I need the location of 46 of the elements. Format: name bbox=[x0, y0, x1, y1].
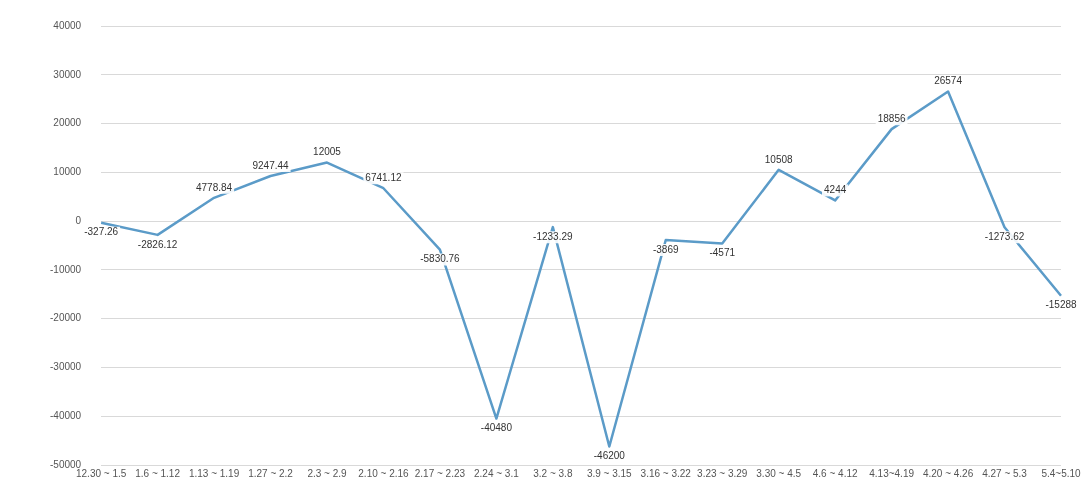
y-tick-label: 0 bbox=[75, 214, 82, 226]
data-label: 4778.84 bbox=[195, 181, 233, 193]
x-tick-label: 3.16 ~ 3.22 bbox=[640, 467, 692, 479]
y-tick-label: 20000 bbox=[53, 117, 82, 129]
data-label: 10508 bbox=[764, 153, 794, 165]
x-tick-label: 4.27 ~ 5.3 bbox=[982, 467, 1028, 479]
x-tick-label: 3.2 ~ 3.8 bbox=[533, 467, 573, 479]
data-label: -1233.29 bbox=[533, 230, 574, 242]
x-tick-label: 2.24 ~ 3.1 bbox=[473, 467, 520, 479]
data-label: -327.26 bbox=[84, 226, 119, 238]
data-label: -46200 bbox=[593, 450, 626, 462]
data-label: -3869 bbox=[652, 243, 679, 255]
x-tick-label: 1.27 ~ 2.2 bbox=[248, 467, 294, 479]
data-label: 9247.44 bbox=[252, 159, 290, 171]
x-tick-label: 4.20 ~ 4.26 bbox=[922, 467, 974, 479]
y-tick-label: -40000 bbox=[50, 409, 82, 421]
data-label: 4244 bbox=[824, 184, 847, 196]
x-tick-label: 2.3 ~ 2.9 bbox=[307, 467, 348, 479]
data-label: -2826.12 bbox=[137, 238, 178, 250]
x-tick-label: 4.13~4.19 bbox=[869, 467, 915, 479]
data-label: 6741.12 bbox=[365, 171, 402, 183]
y-tick-label: -20000 bbox=[50, 312, 82, 324]
y-tick-label: 10000 bbox=[53, 166, 82, 178]
data-label: -5830.76 bbox=[420, 253, 461, 265]
data-label: 12005 bbox=[313, 146, 342, 158]
x-tick-label: 4.6 ~ 4.12 bbox=[812, 467, 858, 479]
y-tick-label: -10000 bbox=[50, 263, 82, 275]
y-tick-label: 30000 bbox=[53, 68, 82, 80]
x-tick-label: 5.4~5.10 bbox=[1041, 467, 1082, 479]
y-tick-label: 40000 bbox=[53, 19, 82, 31]
x-tick-label: 12.30 ~ 1.5 bbox=[75, 467, 127, 479]
data-label: -1273.62 bbox=[984, 231, 1025, 243]
x-tick-label: 1.6 ~ 1.12 bbox=[135, 467, 181, 479]
y-tick-label: -30000 bbox=[50, 361, 82, 373]
data-label: 26574 bbox=[934, 75, 963, 87]
x-tick-label: 3.30 ~ 4.5 bbox=[756, 467, 802, 479]
data-label: 18856 bbox=[877, 112, 906, 124]
x-tick-label: 3.9 ~ 3.15 bbox=[586, 467, 633, 479]
y-tick-label: -50000 bbox=[50, 458, 82, 470]
x-tick-label: 1.13 ~ 1.19 bbox=[188, 467, 240, 479]
data-label: -40480 bbox=[480, 422, 513, 434]
data-label: -4571 bbox=[709, 247, 736, 259]
x-tick-label: 2.17 ~ 2.23 bbox=[414, 467, 466, 479]
x-tick-label: 2.10 ~ 2.16 bbox=[358, 467, 410, 479]
data-label: -15288 bbox=[1045, 299, 1078, 311]
x-tick-label: 3.23 ~ 3.29 bbox=[697, 467, 748, 479]
